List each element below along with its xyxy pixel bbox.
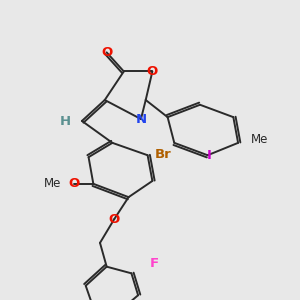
Text: Br: Br [155, 148, 172, 161]
Text: O: O [69, 177, 80, 190]
Text: Me: Me [250, 134, 268, 146]
Text: I: I [207, 149, 212, 162]
Text: H: H [60, 116, 71, 128]
Text: Me: Me [44, 177, 61, 190]
Text: O: O [101, 46, 112, 59]
Text: N: N [135, 112, 146, 125]
Text: F: F [150, 257, 159, 270]
Text: O: O [147, 65, 158, 78]
Text: O: O [109, 212, 120, 226]
